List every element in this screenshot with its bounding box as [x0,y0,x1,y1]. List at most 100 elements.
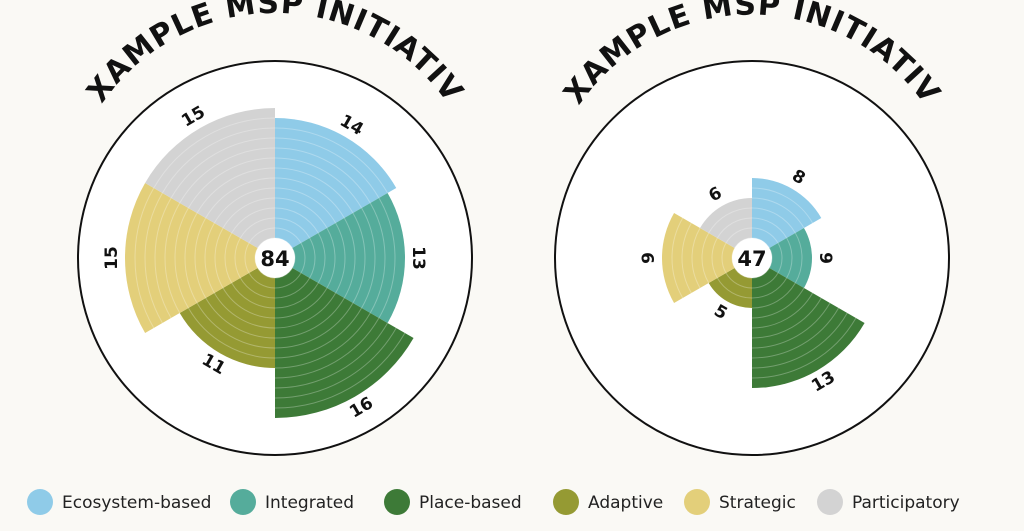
wedge-ring [274,317,380,379]
wedge-ring [239,217,276,239]
wedge-ring [378,197,396,319]
wedge-ring [751,302,831,349]
wedge-ring [196,302,276,349]
wedge-ring [213,187,276,224]
wedge-ring [300,242,306,274]
value-label: 15 [102,246,122,270]
value-label: 9 [639,252,659,264]
wedge-strategic [125,183,276,333]
legend-label: Ecosystem-based [62,493,211,513]
total-score: 84 [260,247,289,271]
wedge-ring [213,292,276,329]
wedge-ring [274,227,302,244]
wedge-ring [751,292,814,329]
wedge-ring [274,197,328,229]
wedge-ring [751,197,805,229]
wedge-ring [725,272,753,289]
wedge-ring [274,327,397,399]
wedge-ring [274,312,371,369]
wedge-ring [751,312,848,369]
wedge-integrated [752,228,813,288]
wedge-ring [187,157,276,209]
wedge-ring [174,207,189,309]
wedge-ring [154,197,172,319]
wedge-strategic [662,213,752,303]
wedge-ring [170,137,276,199]
legend-swatch [27,489,53,515]
wedge-ring [274,217,311,239]
wedge-ring [794,232,803,284]
wedge-ring [164,202,181,314]
wedge-ring [134,187,155,329]
legend-swatch [684,489,710,515]
wedge-ring [335,222,346,294]
legend: Ecosystem-based Integrated Place-based Adap… [27,489,960,515]
wedge-ring [274,207,319,234]
wedge-ring [352,212,366,304]
wedge-ring [274,187,337,224]
wedge-ring [204,222,215,294]
legend-label: Strategic [719,493,796,513]
wedge-ring [751,307,840,359]
total-score: 47 [737,247,766,271]
wedge-ring [361,207,376,309]
wedge-ring [721,242,727,274]
wedge-ring [161,127,276,194]
center-disc [255,238,295,278]
wedge-ring [274,157,363,209]
legend-swatch [553,489,579,515]
legend-label: Participatory [852,493,960,513]
wedge-ecosystem-based [275,118,397,258]
wedge-ring [309,237,316,279]
wedge-ring [751,317,857,379]
wedge-ring [274,287,328,319]
wedge-ring [274,297,345,339]
wedge-ring [751,287,805,319]
wedge-place-based [752,258,865,388]
wedge-ring [274,277,311,299]
wedge-ring [184,212,198,304]
wedge-ring [751,207,796,234]
center-disc [732,238,772,278]
wedge-ring [691,227,701,289]
wedge-integrated [275,193,405,323]
wedge-ring [274,307,363,359]
wedge-ring [274,167,354,214]
wedge-ring [274,177,345,219]
wedge-ring [274,127,389,194]
wedge-ring [179,147,276,204]
wedge-ring [317,232,326,284]
wedge-ring [777,242,783,274]
wedge-ring [274,322,389,389]
wedge-ring [274,292,337,329]
wedge-ring [248,227,276,244]
wedge-ecosystem-based [752,178,822,258]
wedge-ring [187,307,276,359]
wedge-ring [205,177,276,219]
wedge-adaptive [179,258,275,368]
wedge-ring [274,332,406,409]
wedge-ring [711,237,718,279]
legend-swatch [230,489,256,515]
wedge-ring [716,217,753,239]
wedge-ring [751,272,779,289]
wedge-ring [343,217,356,299]
wedge-ring [274,147,371,204]
wedge-ring [786,237,793,279]
wedge-ring [751,187,814,224]
wedge-ring [751,277,788,299]
legend-label: Adaptive [588,493,663,513]
wedge-ring [234,237,241,279]
wedge-ring [725,227,753,244]
wedge-ring [716,277,753,299]
wedge-ring [231,282,276,309]
value-label: 13 [408,246,428,270]
wedge-ring [701,232,710,284]
wedge-place-based [275,258,414,418]
wedge-ring [751,297,822,339]
legend-label: Integrated [265,493,354,513]
wedge-ring [274,282,319,309]
wedge-ring [244,242,250,274]
